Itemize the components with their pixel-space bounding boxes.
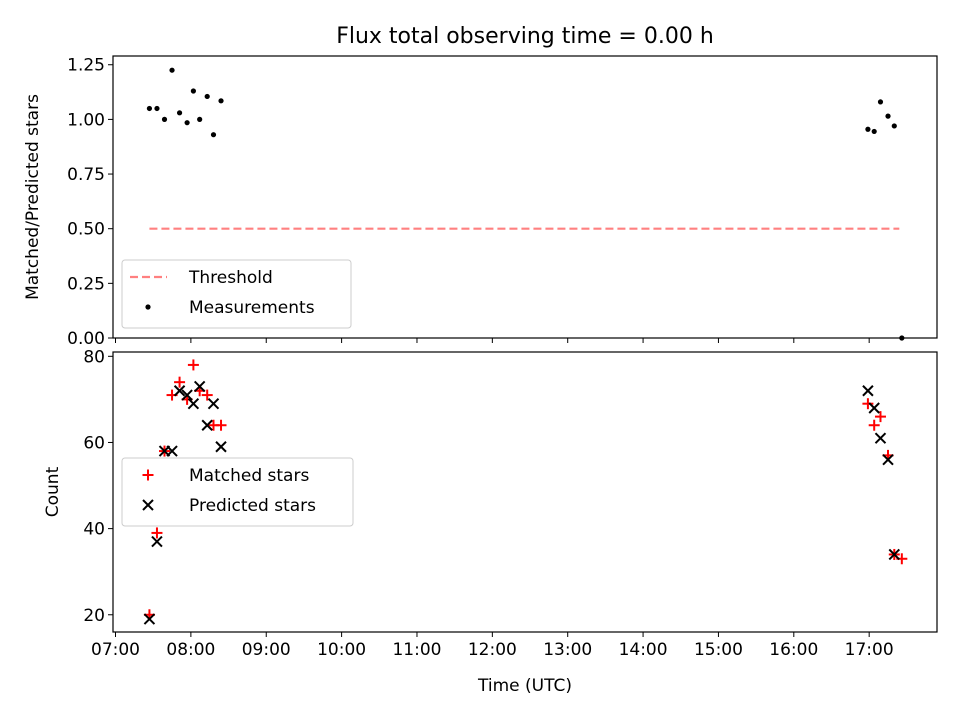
y-tick-label: 0.50	[67, 220, 105, 240]
matched-star-point	[874, 411, 886, 423]
y-tick-label: 1.00	[67, 110, 105, 130]
measurement-point	[204, 93, 210, 100]
y-tick-label: 60	[83, 433, 105, 453]
axes-frame	[112, 351, 938, 633]
x-b	[874, 432, 887, 444]
matched-star-point	[187, 359, 199, 371]
predicted-star-point	[166, 445, 178, 457]
measurement-point	[218, 98, 224, 104]
predicted-star-point	[207, 397, 220, 410]
x-b	[187, 397, 200, 410]
legend-x-b	[142, 499, 154, 511]
predicted-star-point	[181, 389, 193, 401]
matched-star-point	[201, 389, 213, 401]
measurement-point	[885, 113, 891, 119]
measurement-point	[891, 123, 897, 129]
x-b	[888, 548, 900, 561]
matched-star-point	[862, 398, 874, 410]
matched-star-point	[174, 376, 186, 388]
legend-label: Predicted stars	[189, 496, 316, 516]
data-layer	[143, 359, 908, 625]
predicted-star-point	[215, 441, 227, 453]
axes-frame	[112, 55, 938, 339]
predicted-star-point	[151, 535, 163, 548]
count-panel: 20 40 60 80 07:00 08:00 09:00 10:00 11:00 12:00 13…	[43, 347, 938, 696]
legend-box	[121, 259, 352, 329]
measurement-point	[154, 105, 160, 112]
matched-star-point	[868, 419, 880, 431]
predicted-star-point	[201, 419, 213, 431]
x-tick-label: 15:00	[694, 640, 743, 660]
measurement-point	[899, 335, 905, 341]
predicted-star-point	[874, 432, 887, 444]
x-tick-label: 17:00	[845, 640, 894, 660]
y-tick-label: 20	[83, 606, 105, 626]
measurement-point	[877, 99, 884, 105]
predicted-star-point	[868, 402, 880, 414]
predicted-star-point	[888, 548, 900, 561]
x-b	[215, 441, 227, 453]
predicted-star-point	[187, 397, 200, 410]
x-tick-label: 08:00	[166, 640, 215, 660]
y-tick-label: 0.00	[67, 329, 105, 349]
measurement-point	[184, 120, 190, 126]
measurement-point	[146, 105, 153, 112]
data-layer	[146, 67, 905, 341]
x-b	[151, 535, 163, 548]
x-b	[882, 453, 894, 466]
y-tick-label: 0.25	[67, 274, 105, 294]
x-b	[207, 397, 220, 410]
matched-star-point	[151, 527, 163, 539]
x-b	[181, 389, 193, 401]
ratio-panel: 0.00 0.25 0.50 0.75 1.00 1.25 Matched/Predicte…	[23, 55, 938, 349]
x-b	[173, 385, 186, 397]
y-tick-label: 40	[83, 520, 105, 540]
x-tick-label: 12:00	[468, 640, 517, 660]
measurement-point	[161, 116, 168, 122]
x-b	[868, 402, 880, 414]
legend-label: Threshold	[188, 268, 273, 288]
measurement-point	[210, 132, 217, 138]
measurement-point	[871, 128, 877, 135]
x-tick-label: 14:00	[619, 640, 668, 660]
x-b	[193, 380, 206, 393]
x-tick-label: 11:00	[392, 640, 441, 660]
measurement-point	[865, 126, 871, 132]
y-tick-label: 0.75	[67, 165, 105, 185]
x-axis-label: Time (UTC)	[477, 676, 572, 696]
x-tick-label: 16:00	[769, 640, 818, 660]
x-tick-label: 07:00	[91, 640, 140, 660]
measurement-point	[190, 88, 196, 94]
legend-measurement-swatch	[145, 304, 151, 310]
y-axis-label: Count	[43, 466, 63, 517]
predicted-star-point	[173, 385, 186, 397]
measurement-point	[176, 110, 183, 116]
x-tick-label: 09:00	[242, 640, 291, 660]
legend: Matched stars Predicted stars	[121, 457, 354, 527]
measurement-point	[197, 116, 203, 122]
x-b	[143, 613, 156, 625]
x-tick-label: 13:00	[543, 640, 592, 660]
predicted-star-point	[862, 385, 874, 397]
y-axis-label: Matched/Predicted stars	[23, 94, 43, 300]
y-tick-label: 80	[83, 347, 105, 367]
x-b	[862, 385, 874, 397]
legend-box	[121, 457, 354, 527]
predicted-star-point	[193, 380, 206, 393]
measurement-point	[169, 67, 175, 73]
x-b	[166, 445, 178, 457]
matched-star-point	[215, 419, 227, 431]
y-tick-label: 1.25	[67, 56, 105, 76]
predicted-star-point	[882, 453, 894, 466]
x-tick-label: 10:00	[317, 640, 366, 660]
legend: Threshold Measurements	[121, 259, 352, 329]
predicted-star-point	[143, 613, 156, 625]
x-b	[201, 419, 213, 431]
legend-label: Matched stars	[189, 466, 309, 486]
legend-label: Measurements	[189, 298, 315, 318]
chart-title: Flux total observing time = 0.00 h	[336, 24, 714, 49]
